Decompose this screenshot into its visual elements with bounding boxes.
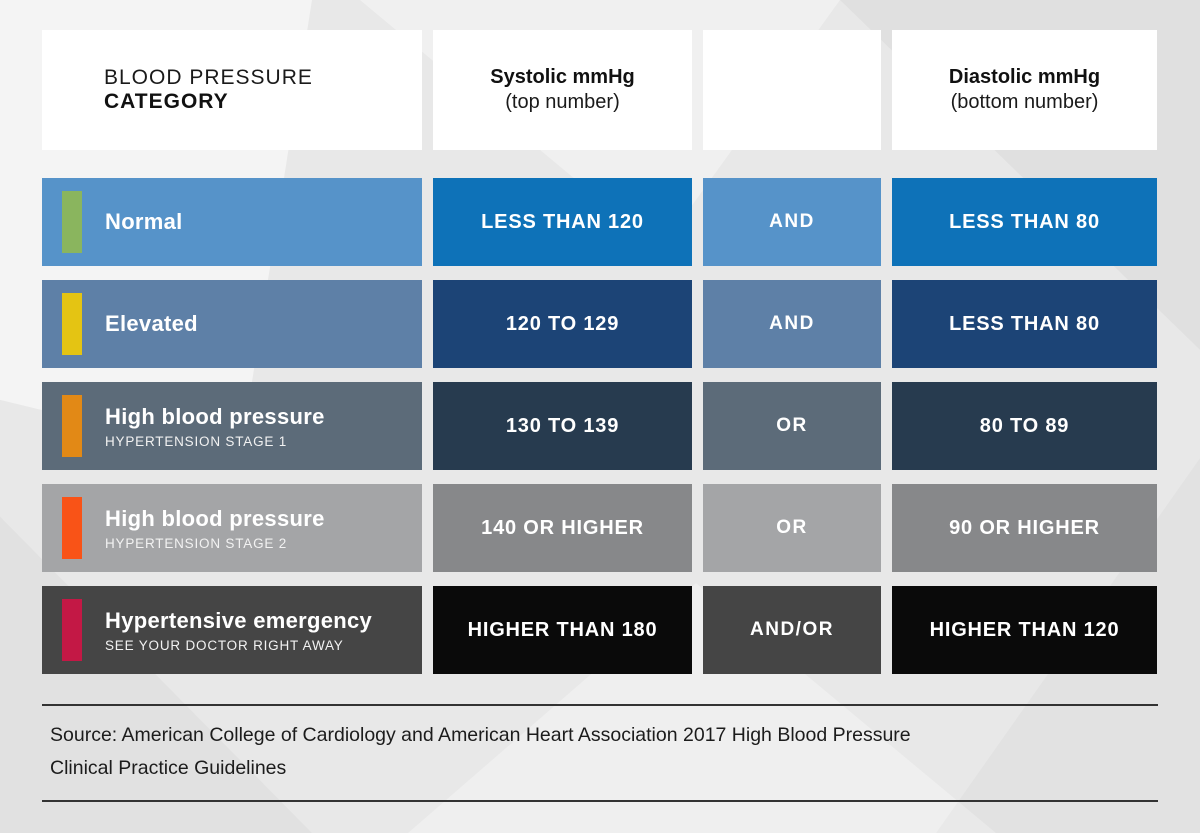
header-category-line1: BLOOD PRESSURE	[104, 66, 313, 89]
diastolic-value-cell: HIGHER THAN 120	[892, 586, 1157, 674]
table-row: Elevated 120 TO 129 AND LESS THAN 80	[42, 280, 1157, 368]
category-text: High blood pressure HYPERTENSION STAGE 1	[105, 404, 325, 449]
diastolic-value-cell: 80 TO 89	[892, 382, 1157, 470]
systolic-value-cell: 130 TO 139	[433, 382, 692, 470]
table-row: Hypertensive emergency SEE YOUR DOCTOR R…	[42, 586, 1157, 674]
connector-cell: OR	[703, 382, 881, 470]
accent-bar	[62, 599, 82, 661]
category-cell-emergency: Hypertensive emergency SEE YOUR DOCTOR R…	[42, 586, 422, 674]
category-text: Elevated	[105, 311, 198, 337]
header-category-line2: CATEGORY	[104, 90, 229, 113]
connector-cell: AND/OR	[703, 586, 881, 674]
category-label: Normal	[105, 209, 183, 234]
category-text: Hypertensive emergency SEE YOUR DOCTOR R…	[105, 608, 372, 653]
diastolic-value-cell: LESS THAN 80	[892, 178, 1157, 266]
header-systolic-line1: Systolic mmHg	[490, 66, 635, 88]
category-text: High blood pressure HYPERTENSION STAGE 2	[105, 506, 325, 551]
category-label: Elevated	[105, 311, 198, 336]
source-line2: Clinical Practice Guidelines	[50, 757, 287, 779]
source-citation: Source: American College of Cardiology a…	[42, 704, 1158, 802]
systolic-value-cell: 120 TO 129	[433, 280, 692, 368]
accent-bar	[62, 191, 82, 253]
table-row: High blood pressure HYPERTENSION STAGE 1…	[42, 382, 1157, 470]
accent-bar	[62, 395, 82, 457]
category-sublabel: SEE YOUR DOCTOR RIGHT AWAY	[105, 637, 344, 653]
systolic-value-cell: 140 OR HIGHER	[433, 484, 692, 572]
table-header-row: BLOOD PRESSURE CATEGORY Systolic mmHg (t…	[42, 30, 1157, 150]
category-label: High blood pressure	[105, 403, 325, 429]
accent-bar	[62, 293, 82, 355]
systolic-value-cell: LESS THAN 120	[433, 178, 692, 266]
category-cell-stage2: High blood pressure HYPERTENSION STAGE 2	[42, 484, 422, 572]
header-diastolic-line1: Diastolic mmHg	[948, 66, 1101, 88]
category-sublabel: HYPERTENSION STAGE 2	[105, 535, 288, 551]
connector-cell: AND	[703, 280, 881, 368]
header-systolic: Systolic mmHg (top number)	[433, 30, 692, 150]
connector-cell: AND	[703, 178, 881, 266]
category-label: High blood pressure	[105, 505, 325, 531]
header-systolic-line2: (top number)	[505, 91, 620, 113]
category-cell-elevated: Elevated	[42, 280, 422, 368]
header-diastolic-line2: (bottom number)	[950, 91, 1099, 113]
category-sublabel: HYPERTENSION STAGE 1	[105, 433, 288, 449]
table-row: Normal LESS THAN 120 AND LESS THAN 80	[42, 178, 1157, 266]
bp-category-table: BLOOD PRESSURE CATEGORY Systolic mmHg (t…	[42, 30, 1157, 674]
table-row: High blood pressure HYPERTENSION STAGE 2…	[42, 484, 1157, 572]
source-line1: Source: American College of Cardiology a…	[50, 724, 911, 746]
header-diastolic: Diastolic mmHg (bottom number)	[892, 30, 1157, 150]
accent-bar	[62, 497, 82, 559]
category-cell-normal: Normal	[42, 178, 422, 266]
category-cell-stage1: High blood pressure HYPERTENSION STAGE 1	[42, 382, 422, 470]
systolic-value-cell: HIGHER THAN 180	[433, 586, 692, 674]
connector-cell: OR	[703, 484, 881, 572]
category-label: Hypertensive emergency	[105, 607, 373, 633]
diastolic-value-cell: LESS THAN 80	[892, 280, 1157, 368]
category-text: Normal	[105, 209, 183, 235]
header-connector-spacer	[703, 30, 881, 150]
header-category: BLOOD PRESSURE CATEGORY	[42, 30, 422, 150]
diastolic-value-cell: 90 OR HIGHER	[892, 484, 1157, 572]
